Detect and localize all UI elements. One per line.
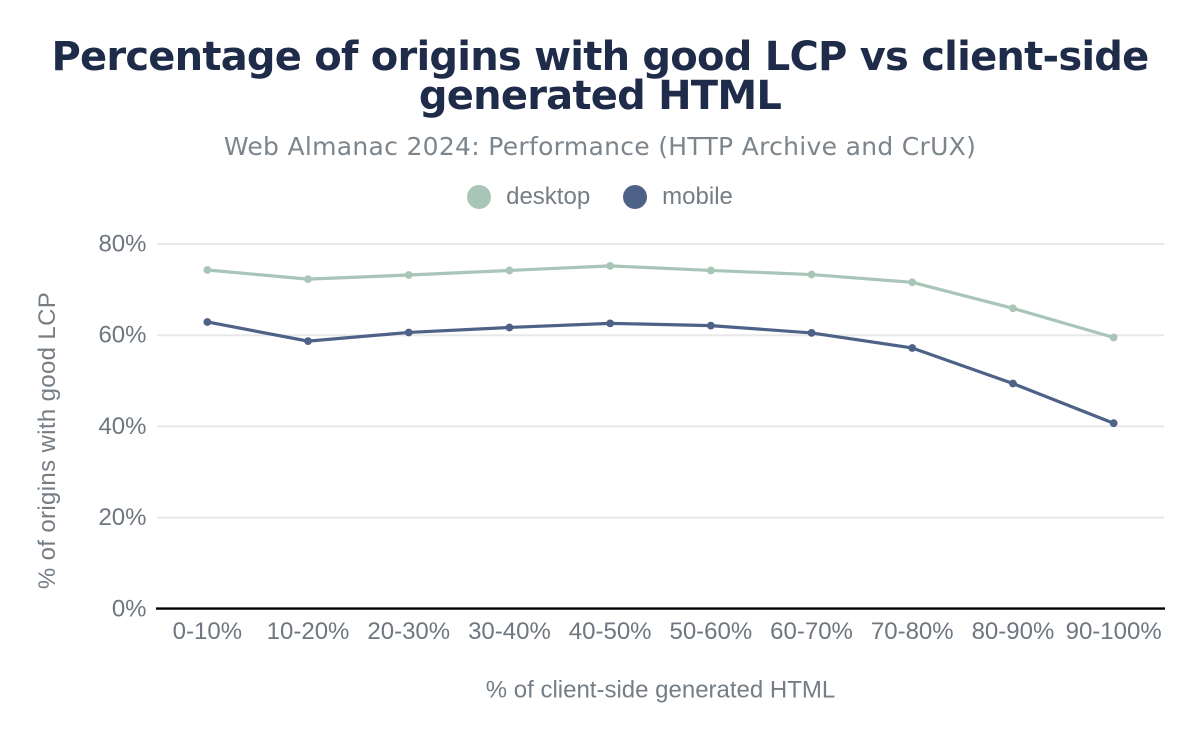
legend-desktop-swatch	[467, 185, 492, 209]
data-point-mobile	[505, 323, 514, 332]
data-point-desktop	[706, 266, 715, 275]
series-line-mobile	[205, 320, 1116, 425]
data-point-mobile	[1109, 419, 1118, 428]
data-point-desktop	[203, 266, 212, 274]
data-point-desktop	[1109, 333, 1118, 342]
data-point-desktop	[908, 278, 917, 287]
data-point-mobile	[304, 337, 312, 346]
x-tick-label: 0-10%	[173, 618, 242, 645]
data-point-mobile	[606, 319, 615, 328]
data-point-desktop	[505, 266, 514, 275]
chart-subtitle: Web Almanac 2024: Performance (HTTP Arch…	[223, 132, 977, 161]
y-tick-label: 40%	[98, 413, 146, 440]
x-tick-label: 90-100%	[1066, 618, 1162, 645]
data-point-desktop	[304, 275, 312, 284]
data-point-mobile	[203, 318, 212, 326]
legend-mobile-label: mobile	[662, 183, 733, 210]
data-point-desktop	[404, 271, 413, 279]
x-tick-label: 30-40%	[468, 618, 551, 645]
y-tick-label: 20%	[98, 504, 146, 531]
x-tick-label: 10-20%	[267, 618, 350, 645]
x-axis-title: % of client-side generated HTML	[486, 677, 836, 704]
data-point-mobile	[706, 321, 715, 330]
legend-item-mobile: mobile	[623, 185, 733, 209]
legend-desktop-label: desktop	[506, 183, 591, 210]
data-point-desktop	[1009, 304, 1017, 313]
x-tick-label: 60-70%	[770, 618, 853, 645]
y-tick-label: 0%	[112, 595, 147, 622]
data-point-mobile	[807, 329, 816, 337]
y-tick-label: 60%	[98, 322, 146, 349]
y-axis-title: % of origins with good LCP	[34, 292, 61, 589]
x-tick-label: 40-50%	[569, 618, 652, 645]
x-tick-label: 20-30%	[367, 618, 450, 645]
x-tick-label: 70-80%	[871, 618, 954, 645]
data-point-mobile	[1009, 379, 1017, 388]
y-tick-label: 80%	[98, 231, 146, 258]
legend-mobile-swatch	[623, 185, 648, 209]
data-point-mobile	[908, 344, 917, 352]
data-point-mobile	[404, 328, 413, 337]
x-tick-label: 50-60%	[669, 618, 752, 645]
data-point-desktop	[606, 261, 615, 270]
series-line-desktop	[205, 264, 1116, 340]
chart-title: Percentage of origins with good LCP vs c…	[51, 34, 1149, 119]
x-tick-label: 80-90%	[972, 618, 1055, 645]
data-point-desktop	[807, 270, 816, 279]
legend: desktop mobile	[0, 185, 1200, 209]
legend-item-desktop: desktop	[467, 185, 590, 209]
